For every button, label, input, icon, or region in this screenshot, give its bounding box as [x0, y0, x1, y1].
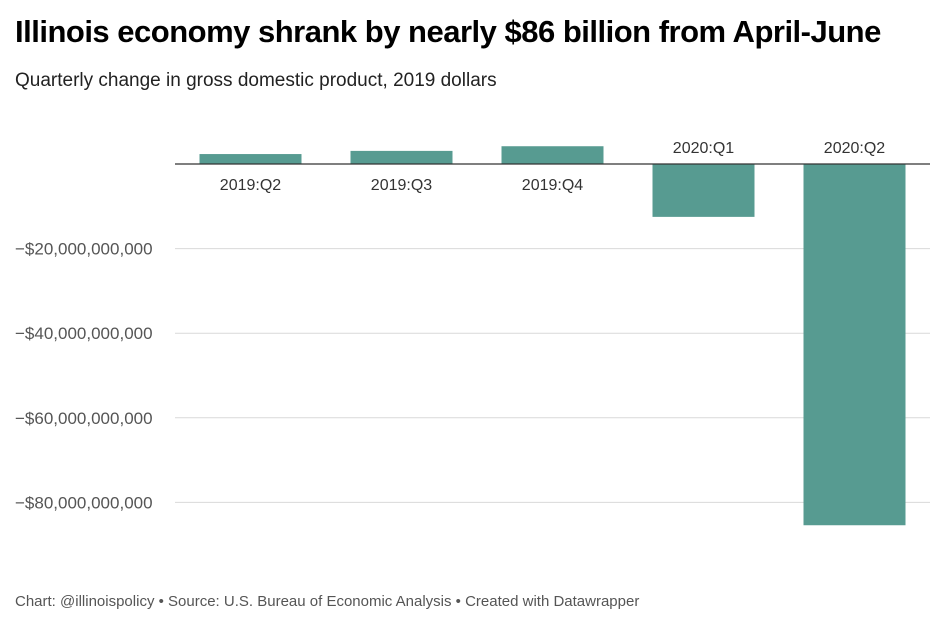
chart-title: Illinois economy shrank by nearly $86 bi… [15, 14, 881, 49]
bar [199, 154, 302, 164]
y-tick-label: −$40,000,000,000 [15, 324, 153, 343]
bar [803, 164, 906, 526]
category-label: 2019:Q3 [371, 177, 432, 194]
y-tick-label: −$60,000,000,000 [15, 409, 153, 428]
y-tick-label: −$80,000,000,000 [15, 493, 153, 512]
bar [652, 164, 755, 217]
category-label: 2019:Q4 [522, 177, 583, 194]
chart-subtitle: Quarterly change in gross domestic produ… [15, 70, 497, 91]
category-label: 2020:Q2 [824, 140, 885, 157]
bar [350, 150, 453, 164]
chart-footer: Chart: @illinoispolicy • Source: U.S. Bu… [15, 593, 640, 610]
category-label: 2019:Q2 [220, 177, 281, 194]
category-label: 2020:Q1 [673, 140, 734, 157]
bar [501, 146, 604, 164]
y-tick-label: −$20,000,000,000 [15, 240, 153, 259]
